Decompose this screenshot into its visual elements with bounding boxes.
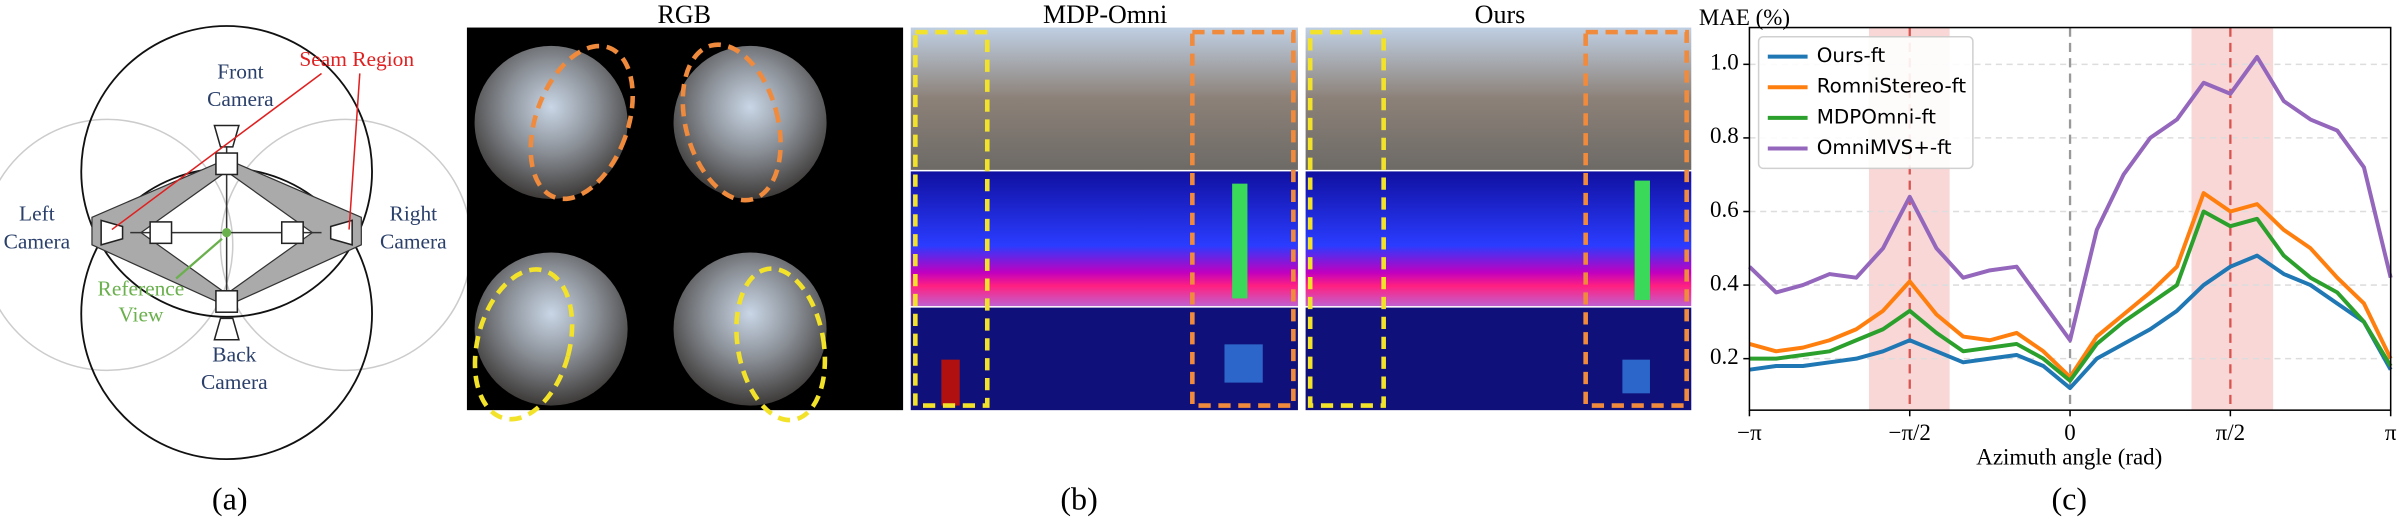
column-title: MDP-Omni xyxy=(1043,0,1167,29)
label: Camera xyxy=(4,229,71,253)
caption: (b) xyxy=(1060,480,1097,516)
seam-marks xyxy=(913,29,1689,408)
label: Front xyxy=(217,59,263,83)
image-columns xyxy=(910,27,1692,411)
legend-label: MDPOmni-ft xyxy=(1817,105,1936,128)
reference-arrow xyxy=(175,237,223,280)
panel-c: MAE (%) Azimuth angle (rad) (c) 0.2 0.4 0.… xyxy=(1699,5,2397,516)
x-tick-label: −π xyxy=(1737,420,1762,445)
legend-label: RomniStereo-ft xyxy=(1817,75,1967,98)
caption: (c) xyxy=(2051,480,2087,516)
label: Left xyxy=(19,202,55,226)
legend-label: Ours-ft xyxy=(1817,44,1886,67)
label: Back xyxy=(212,343,256,367)
x-tick-label: π xyxy=(2385,420,2397,445)
seam-arrow xyxy=(111,72,322,231)
series-line xyxy=(1748,54,2393,343)
column-title: Ours xyxy=(1475,0,1526,29)
panel-b: RGB MDP-Omni Ours (b) xyxy=(466,0,1692,516)
legend-label: OmniMVS+-ft xyxy=(1817,136,1952,159)
reference-point xyxy=(222,228,232,238)
coverage-circle xyxy=(80,25,373,318)
x-tick-label: 0 xyxy=(2064,420,2075,445)
coverage-circle xyxy=(0,118,234,372)
fisheye-images xyxy=(474,45,827,406)
legend-box xyxy=(1757,35,1974,170)
column-title: RGB xyxy=(658,0,711,29)
y-tick-label: 0.6 xyxy=(1710,197,1739,222)
x-tick-label: π/2 xyxy=(2216,420,2245,445)
label: Right xyxy=(390,202,438,226)
label: Seam Region xyxy=(299,47,414,71)
y-tick-label: 0.4 xyxy=(1710,270,1739,295)
y-tick-label: 0.2 xyxy=(1710,344,1739,369)
series-line xyxy=(1748,191,2393,380)
y-tick-label: 1.0 xyxy=(1710,50,1739,75)
seam-arrow xyxy=(348,73,361,230)
panel-a: Front Camera Left Camera Right Camera Ba… xyxy=(0,25,473,516)
x-tick-label: −π/2 xyxy=(1889,420,1931,445)
plot-frame xyxy=(1748,26,2392,411)
label: View xyxy=(118,303,164,327)
caption: (a) xyxy=(212,480,248,516)
label: Camera xyxy=(201,370,268,394)
series-line xyxy=(1749,253,2393,391)
label: Camera xyxy=(380,229,447,253)
y-axis-label: MAE (%) xyxy=(1699,5,1790,30)
label: Reference xyxy=(98,277,185,301)
x-axis-label: Azimuth angle (rad) xyxy=(1976,444,2162,469)
y-tick-label: 0.8 xyxy=(1710,123,1739,148)
camera-icons xyxy=(100,124,353,341)
label: Camera xyxy=(207,87,274,111)
seam-marks xyxy=(472,42,828,423)
series-line xyxy=(1749,209,2393,383)
